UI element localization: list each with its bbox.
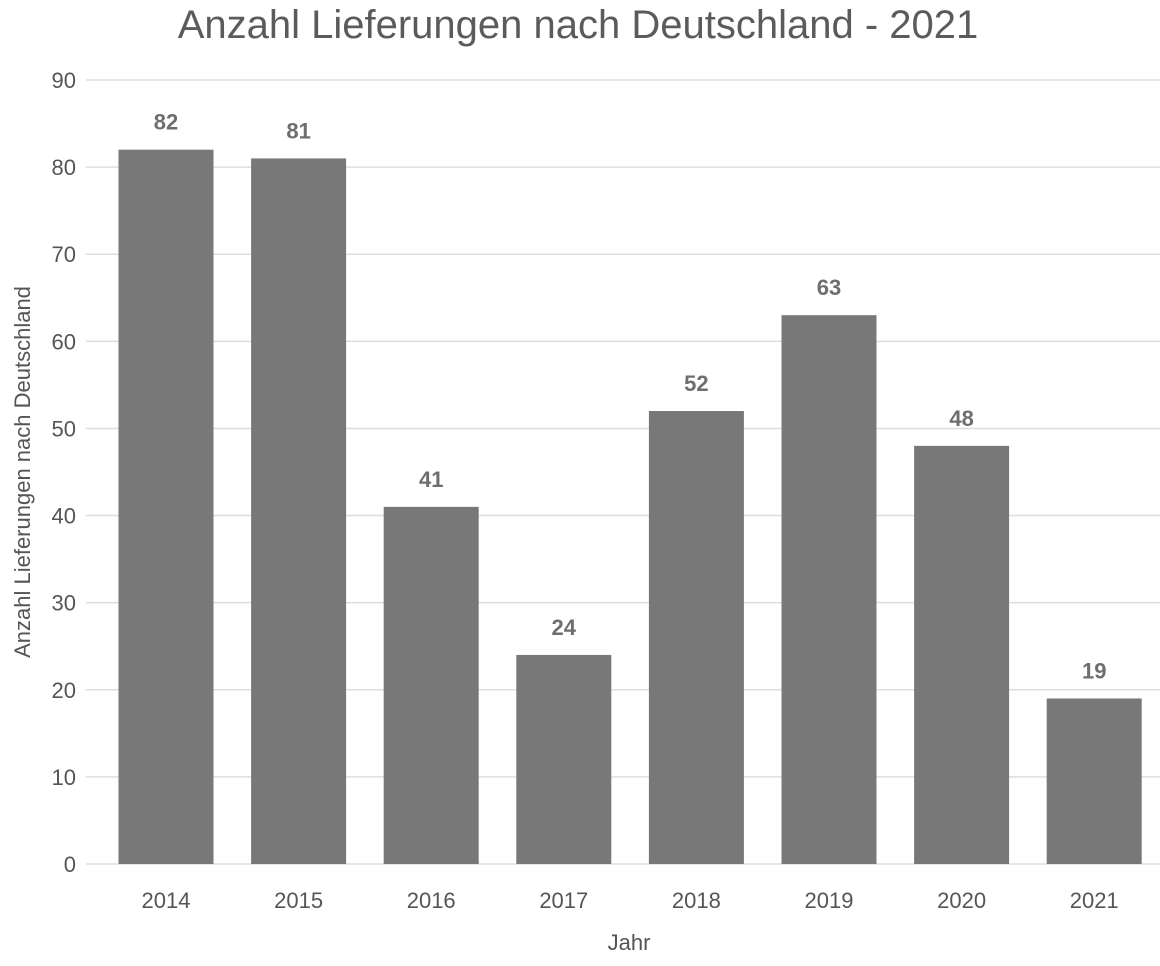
x-tick-label: 2021 [1070, 888, 1119, 913]
bar [251, 158, 347, 864]
x-tick-label: 2016 [407, 888, 456, 913]
data-label: 24 [552, 615, 577, 640]
x-axis-title: Jahr [608, 930, 651, 955]
bar [383, 506, 479, 864]
y-tick-label: 20 [52, 678, 76, 703]
data-label: 19 [1082, 658, 1106, 683]
data-label: 81 [286, 118, 310, 143]
data-label: 63 [817, 275, 841, 300]
x-tick-label: 2014 [142, 888, 191, 913]
bar [516, 654, 612, 864]
x-tick-label: 2017 [539, 888, 588, 913]
bar [781, 315, 877, 864]
x-tick-label: 2015 [274, 888, 323, 913]
y-tick-label: 50 [52, 416, 76, 441]
data-label: 52 [684, 371, 708, 396]
y-axis-ticks: 0 10 20 30 40 50 60 70 80 90 [52, 68, 76, 877]
data-label: 48 [949, 406, 973, 431]
data-label: 82 [154, 110, 178, 135]
bar [648, 411, 744, 864]
bar [1046, 698, 1142, 864]
y-axis-title: Anzahl Lieferungen nach Deutschland [10, 286, 35, 658]
x-axis-ticks: 2014 2015 2016 2017 2018 2019 2020 2021 [142, 888, 1119, 913]
chart-title: Anzahl Lieferungen nach Deutschland - 20… [178, 3, 979, 47]
y-tick-label: 10 [52, 765, 76, 790]
bars [118, 149, 1142, 864]
bar [914, 445, 1010, 864]
y-tick-label: 80 [52, 155, 76, 180]
y-tick-label: 0 [64, 852, 76, 877]
data-labels: 82 81 41 24 52 63 48 19 [154, 110, 1107, 684]
data-label: 41 [419, 467, 443, 492]
x-tick-label: 2020 [937, 888, 986, 913]
y-tick-label: 60 [52, 329, 76, 354]
x-tick-label: 2019 [805, 888, 854, 913]
y-tick-label: 70 [52, 242, 76, 267]
bar [118, 149, 214, 864]
x-tick-label: 2018 [672, 888, 721, 913]
y-tick-label: 90 [52, 68, 76, 93]
y-tick-label: 40 [52, 504, 76, 529]
y-tick-label: 30 [52, 591, 76, 616]
